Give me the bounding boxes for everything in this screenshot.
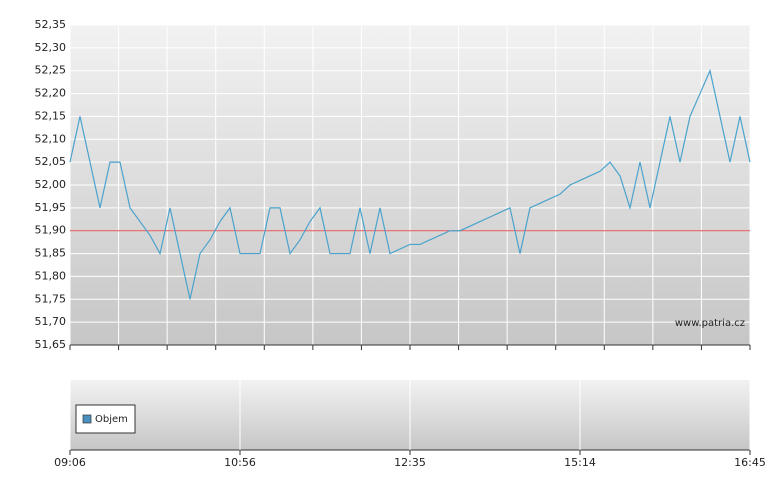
legend-swatch	[82, 414, 92, 424]
y-tick-label: 52,25	[35, 64, 67, 77]
y-tick-label: 51,75	[35, 292, 67, 305]
y-tick-label: 51,95	[35, 201, 67, 214]
y-tick-label: 52,05	[35, 155, 67, 168]
legend-label: Objem	[95, 414, 128, 425]
y-tick-label: 52,15	[35, 109, 67, 122]
x-tick-label: 09:06	[54, 456, 86, 469]
y-tick-label: 51,80	[35, 269, 67, 282]
y-tick-label: 52,10	[35, 132, 67, 145]
price-line	[69, 68, 751, 300]
y-tick-label: 51,65	[35, 338, 67, 351]
y-tick-label: 52,30	[35, 41, 67, 54]
x-tick-label: 12:35	[394, 456, 426, 469]
y-tick-label: 51,90	[35, 224, 67, 237]
y-tick-label: 51,85	[35, 247, 67, 260]
y-tick-label: 52,00	[35, 178, 67, 191]
x-tick-label: 16:45	[734, 456, 766, 469]
y-tick-label: 51,70	[35, 315, 67, 328]
y-tick-label: 52,35	[35, 18, 67, 31]
y-tick-label: 52,20	[35, 87, 67, 100]
watermark: www.patria.cz	[675, 318, 745, 329]
x-tick-label: 10:56	[224, 456, 256, 469]
x-tick-label: 15:14	[564, 456, 596, 469]
